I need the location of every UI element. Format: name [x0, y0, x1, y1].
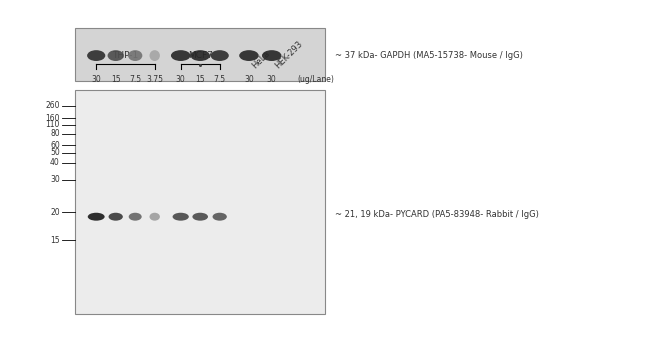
- Ellipse shape: [107, 50, 124, 61]
- Text: 15: 15: [111, 75, 120, 84]
- Text: 50: 50: [50, 148, 60, 157]
- Text: 30: 30: [50, 175, 60, 184]
- Text: MCF7: MCF7: [188, 51, 213, 60]
- Text: THP-1: THP-1: [112, 51, 138, 60]
- Text: 40: 40: [50, 158, 60, 168]
- Text: 15: 15: [196, 75, 205, 84]
- Bar: [75, 90, 325, 314]
- Text: ~ 37 kDa- GAPDH (MA5-15738- Mouse / IgG): ~ 37 kDa- GAPDH (MA5-15738- Mouse / IgG): [335, 51, 523, 60]
- Ellipse shape: [150, 213, 160, 221]
- Text: HEK-293: HEK-293: [273, 39, 304, 70]
- Bar: [75, 28, 325, 81]
- Ellipse shape: [262, 50, 281, 61]
- Ellipse shape: [128, 50, 142, 61]
- Text: 260: 260: [46, 101, 60, 110]
- Text: 60: 60: [50, 140, 60, 149]
- Ellipse shape: [171, 50, 190, 61]
- Ellipse shape: [192, 213, 208, 221]
- Text: 7.5: 7.5: [129, 75, 141, 84]
- Ellipse shape: [150, 50, 160, 61]
- Text: (ug/Lane): (ug/Lane): [298, 75, 335, 84]
- Text: 15: 15: [50, 236, 60, 245]
- Ellipse shape: [173, 213, 189, 221]
- Text: ~ 21, 19 kDa- PYCARD (PA5-83948- Rabbit / IgG): ~ 21, 19 kDa- PYCARD (PA5-83948- Rabbit …: [335, 210, 539, 219]
- Ellipse shape: [88, 213, 105, 221]
- Text: 20: 20: [50, 208, 60, 217]
- Ellipse shape: [239, 50, 259, 61]
- Text: 30: 30: [244, 75, 254, 84]
- Text: HeLa: HeLa: [250, 49, 272, 70]
- Ellipse shape: [129, 213, 142, 221]
- Text: 30: 30: [266, 75, 277, 84]
- Text: 80: 80: [50, 129, 60, 138]
- Ellipse shape: [87, 50, 105, 61]
- Text: 30: 30: [91, 75, 101, 84]
- Text: 3.75: 3.75: [146, 75, 163, 84]
- Ellipse shape: [211, 50, 229, 61]
- Ellipse shape: [190, 50, 210, 61]
- Text: 110: 110: [46, 121, 60, 130]
- Ellipse shape: [109, 213, 123, 221]
- Text: 30: 30: [176, 75, 186, 84]
- Text: 160: 160: [46, 114, 60, 123]
- Text: 7.5: 7.5: [214, 75, 226, 84]
- Ellipse shape: [213, 213, 227, 221]
